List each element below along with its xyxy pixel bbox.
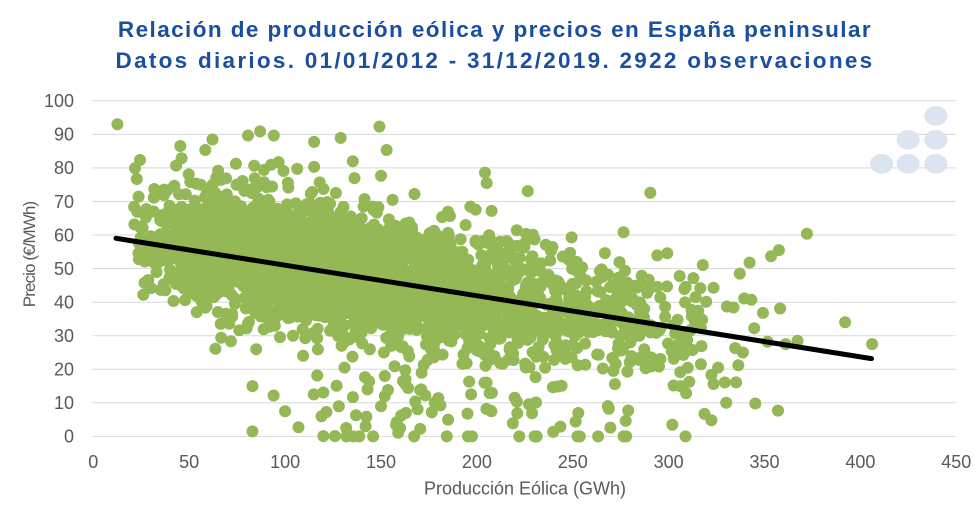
svg-text:100: 100 <box>44 91 74 111</box>
svg-text:90: 90 <box>54 125 74 145</box>
svg-text:70: 70 <box>54 192 74 212</box>
svg-text:350: 350 <box>749 452 779 472</box>
svg-text:50: 50 <box>54 259 74 279</box>
svg-text:100: 100 <box>270 452 300 472</box>
svg-text:80: 80 <box>54 158 74 178</box>
svg-text:200: 200 <box>462 452 492 472</box>
svg-text:20: 20 <box>54 360 74 380</box>
svg-text:40: 40 <box>54 293 74 313</box>
svg-text:Relación de producción eólica: Relación de producción eólica y precios … <box>118 17 872 42</box>
svg-text:50: 50 <box>179 452 199 472</box>
svg-text:0: 0 <box>64 427 74 447</box>
svg-text:60: 60 <box>54 225 74 245</box>
svg-text:450: 450 <box>941 452 971 472</box>
svg-text:Datos diarios. 01/01/2012 - 31: Datos diarios. 01/01/2012 - 31/12/2019. … <box>116 48 875 73</box>
svg-text:250: 250 <box>558 452 588 472</box>
svg-text:0: 0 <box>88 452 98 472</box>
svg-text:10: 10 <box>54 393 74 413</box>
svg-text:150: 150 <box>366 452 396 472</box>
svg-text:Producción Eólica (GWh): Producción Eólica (GWh) <box>424 479 626 499</box>
svg-text:Precio (€/MWh): Precio (€/MWh) <box>20 202 39 308</box>
svg-text:30: 30 <box>54 326 74 346</box>
svg-text:400: 400 <box>845 452 875 472</box>
svg-text:300: 300 <box>654 452 684 472</box>
